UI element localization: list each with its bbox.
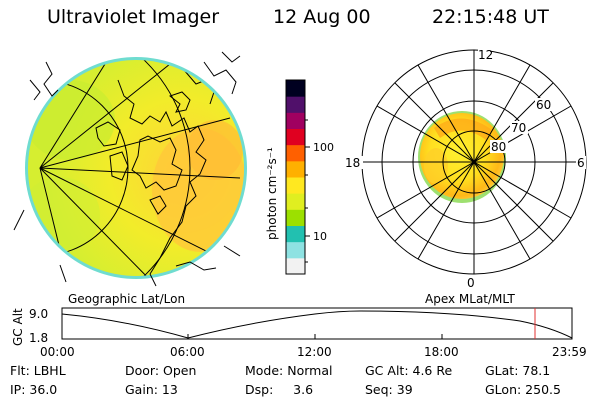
polar-caption: Apex MLat/MLT <box>425 292 515 306</box>
mlat-label-80: 80 <box>491 140 506 154</box>
info-glon: GLon: 250.5 <box>485 382 561 397</box>
altitude-ytick-9: 9.0 <box>29 307 48 321</box>
colorbar-band <box>286 80 305 97</box>
colorbar-band <box>286 128 305 146</box>
mlat-label-70: 70 <box>511 121 526 135</box>
info-filter: Flt: LBHL <box>10 363 66 378</box>
info-ip: IP: 36.0 <box>10 382 58 397</box>
x-tick-label: 18:00 <box>424 345 459 359</box>
polar-panel: 12 18 6 0 60 70 80 <box>345 48 587 290</box>
geographic-panel <box>13 51 247 287</box>
mlt-label-12: 12 <box>478 48 493 62</box>
colorbar-band <box>286 193 305 210</box>
info-seq: Seq: 39 <box>365 382 413 397</box>
altitude-plot: GC Alt 9.0 1.8 <box>11 307 573 346</box>
label-bg <box>478 48 490 61</box>
geo-caption: Geographic Lat/Lon <box>68 292 186 306</box>
mlt-label-18: 18 <box>345 156 360 170</box>
meridian <box>39 167 241 179</box>
meridian <box>39 60 176 169</box>
colorbar-band <box>286 241 305 259</box>
oval-dusk-patch <box>424 148 448 184</box>
label-bg <box>466 276 476 289</box>
info-gc-alt: GC Alt: 4.6 Re <box>365 363 453 378</box>
info-door: Door: Open <box>125 363 197 378</box>
polar-spoke <box>376 105 572 219</box>
colorbar-frame <box>285 79 306 275</box>
info-glat: GLat: 78.1 <box>485 363 551 378</box>
colorbar-band <box>286 96 305 113</box>
altitude-ylabel: GC Alt <box>11 308 25 346</box>
label-bg <box>345 156 363 169</box>
coastline <box>131 135 183 191</box>
x-tick-label: 23:59 <box>552 345 587 359</box>
mlat-label-60: 60 <box>536 98 551 112</box>
colorbar-band <box>286 144 305 162</box>
meridian <box>39 167 221 259</box>
info-gain: Gain: 13 <box>125 382 178 397</box>
colorbar-band <box>286 225 305 243</box>
meridian <box>39 117 231 169</box>
colorbar-band <box>286 257 305 275</box>
label-bg <box>576 156 586 169</box>
coastline <box>109 151 129 181</box>
colorbar-band <box>286 160 305 178</box>
time-label: 22:15:48 UT <box>432 6 549 28</box>
coastline <box>95 121 121 147</box>
colorbar-band <box>286 209 305 226</box>
colorbar: 100 10 photon cm⁻²s⁻¹ <box>265 79 334 275</box>
aurora-patch <box>187 120 243 180</box>
colorbar-tick-label-10: 10 <box>313 230 327 243</box>
outer-coastline <box>29 51 241 271</box>
outer-meridian <box>13 209 25 231</box>
colorbar-band <box>286 112 305 129</box>
geo-overlays <box>28 60 244 276</box>
x-tick-label: 00:00 <box>40 345 75 359</box>
date-label: 12 Aug 00 <box>273 6 371 28</box>
instrument-title: Ultraviolet Imager <box>47 6 220 28</box>
outer-meridian <box>59 264 67 283</box>
outer-meridian <box>149 273 157 287</box>
x-tick-label: 06:00 <box>170 345 205 359</box>
latitude-circle <box>28 60 191 276</box>
altitude-ytick-1-8: 1.8 <box>29 331 48 345</box>
outer-meridian <box>223 245 241 257</box>
info-mode: Mode: Normal <box>245 363 333 378</box>
label-bg <box>510 121 528 134</box>
mlt-label-6: 6 <box>577 156 585 170</box>
colorbar-bands <box>286 80 305 275</box>
coastline <box>168 91 191 113</box>
info-dsp: Dsp: 3.6 <box>245 382 314 397</box>
oval-bright-arc <box>434 118 492 140</box>
meridian <box>39 167 161 276</box>
colorbar-band <box>286 177 305 194</box>
colorbar-unit-label: photon cm⁻²s⁻¹ <box>265 147 279 240</box>
label-bg <box>535 98 553 111</box>
label-bg <box>490 140 508 153</box>
colorbar-tick-label-100: 100 <box>313 141 334 154</box>
coastline <box>149 195 167 215</box>
x-tick-label: 12:00 <box>297 345 332 359</box>
altitude-plot-frame <box>61 307 573 340</box>
altitude-curve <box>61 310 573 339</box>
mlt-label-0: 0 <box>467 276 475 290</box>
